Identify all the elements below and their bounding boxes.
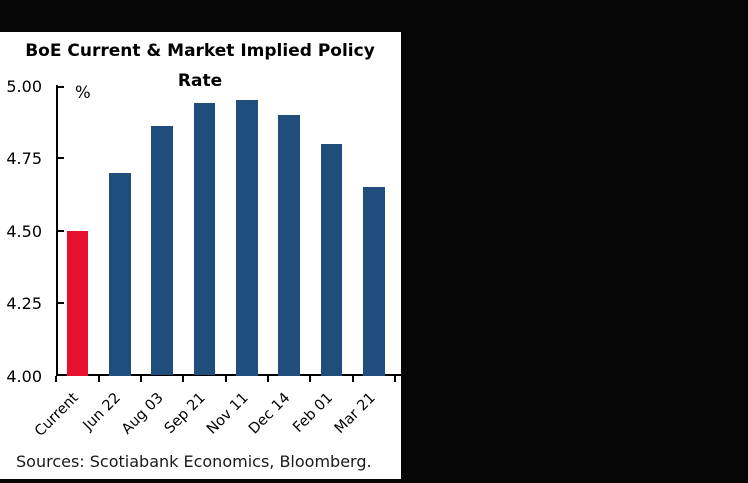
x-axis (56, 374, 402, 376)
x-tick-mark (267, 376, 270, 382)
bar (109, 172, 131, 376)
x-tick-mark (140, 376, 142, 382)
chart-title: BoE Current & Market Implied Policy Rate (0, 36, 400, 96)
chart-title-line-1: BoE Current & Market Implied Policy (25, 41, 375, 61)
bar (278, 114, 300, 376)
x-tick-mark (224, 376, 227, 382)
bar (363, 187, 385, 376)
bottom-border-bar (0, 479, 748, 483)
y-tick-mark (58, 229, 64, 232)
y-axis (56, 85, 58, 376)
y-tick-mark (58, 302, 64, 304)
chart-title-line-2: Rate (177, 71, 223, 91)
source-note: Sources: Scotiabank Economics, Bloomberg… (16, 452, 372, 471)
bar (320, 143, 343, 376)
y-tick-label: 4.25 (6, 294, 42, 313)
bar (151, 126, 173, 376)
bar (236, 100, 258, 376)
y-tick-label: 4.00 (6, 366, 42, 386)
y-tick-label: 4.75 (6, 149, 42, 168)
y-tick-label: 5.00 (6, 76, 42, 96)
right-background-region (401, 0, 748, 483)
y-tick-label: 4.50 (6, 221, 42, 241)
y-axis-unit-label: % (75, 83, 91, 102)
bar-current (66, 230, 89, 376)
x-tick-mark (182, 376, 185, 382)
x-tick-mark (97, 376, 100, 382)
y-tick-mark (58, 157, 64, 159)
x-tick-mark (394, 376, 397, 382)
x-tick-mark (309, 376, 312, 382)
y-tick-mark (58, 85, 64, 88)
x-tick-mark (55, 376, 58, 382)
top-border-bar (0, 0, 748, 32)
x-tick-mark (351, 376, 354, 382)
bar (193, 102, 216, 376)
